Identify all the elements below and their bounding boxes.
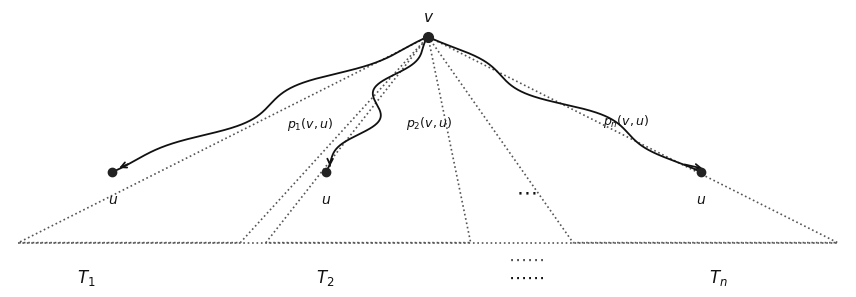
Text: $T_1$: $T_1$ xyxy=(77,268,96,288)
Text: $p_1(v,u)$: $p_1(v,u)$ xyxy=(287,116,333,133)
Text: v: v xyxy=(424,10,432,25)
Text: u: u xyxy=(321,193,330,207)
Text: $T_n$: $T_n$ xyxy=(709,268,728,288)
Text: $\cdots\cdots$: $\cdots\cdots$ xyxy=(508,251,544,269)
Text: $\cdots$: $\cdots$ xyxy=(516,183,537,203)
Text: $p_2(v,u)$: $p_2(v,u)$ xyxy=(406,115,452,132)
Text: $p_n(v,u)$: $p_n(v,u)$ xyxy=(603,113,650,129)
Text: $\cdots\cdots$: $\cdots\cdots$ xyxy=(508,269,544,287)
Text: u: u xyxy=(108,193,116,207)
Text: u: u xyxy=(697,193,705,207)
Text: $T_2$: $T_2$ xyxy=(317,268,335,288)
